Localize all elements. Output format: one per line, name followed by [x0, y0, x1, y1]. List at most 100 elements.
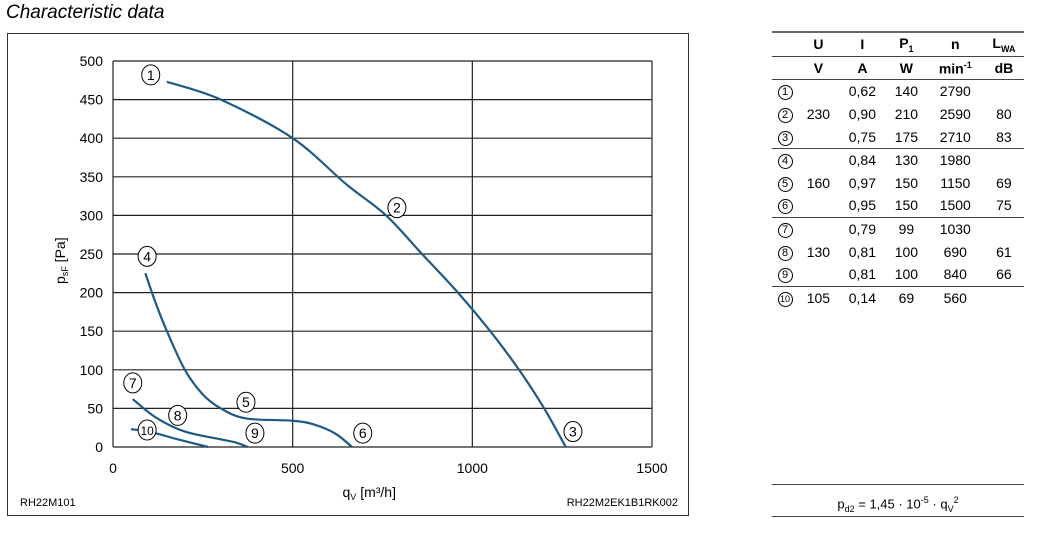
row-number-cell: 1 — [772, 80, 798, 103]
curve-1 — [166, 80, 567, 448]
row-number-marker: 1 — [777, 85, 793, 101]
curve-marker-circle — [168, 404, 188, 426]
curve-marker-label: 9 — [251, 425, 259, 441]
footer-left: RH22M101 — [20, 497, 76, 509]
curve-marker-label: 3 — [569, 424, 577, 440]
sound-level-cell — [983, 285, 1024, 310]
y-tick-label: 200 — [80, 285, 104, 301]
table-row: 2 230 0,90 210 2590 80 — [772, 103, 1024, 126]
row-number-marker: 8 — [777, 245, 793, 261]
header-p1: P1 — [886, 30, 927, 57]
row-number-cell: 6 — [772, 194, 798, 217]
current-cell: 0,97 — [848, 174, 876, 191]
y-tick-label: 500 — [80, 53, 104, 69]
power-cell: 210 — [894, 106, 919, 123]
sound-level-cell: 66 — [996, 266, 1012, 283]
unit-min: min-1 — [926, 56, 984, 81]
table-row: 1 0,62 140 2790 — [772, 80, 1024, 103]
section-title: Characteristic data — [6, 2, 165, 23]
current-cell: 0,14 — [838, 285, 887, 310]
curve-3 — [132, 398, 249, 449]
row-number-cell: 8 — [772, 240, 798, 263]
curve-marker-label: 2 — [393, 200, 401, 216]
curve-marker-label: 4 — [143, 248, 151, 264]
row-number-marker: 6 — [777, 199, 793, 215]
curve-marker-circle — [137, 245, 157, 267]
current-cell: 0,81 — [848, 243, 876, 260]
voltage-cell — [798, 80, 839, 103]
curve-marker-label: 6 — [359, 425, 367, 441]
table-row: 4 0,84 130 1980 — [772, 147, 1024, 172]
sound-level-cell: 83 — [996, 128, 1012, 145]
row-number-cell: 7 — [772, 216, 799, 241]
row-number-cell: 4 — [772, 147, 799, 172]
formula: pd2 = 1,45 · 10-5 · qV2 — [772, 484, 1024, 517]
row-number-marker: 3 — [777, 130, 793, 146]
speed-cell: 690 — [943, 243, 967, 260]
header-n: n — [926, 30, 984, 57]
current-cell: 0,75 — [848, 128, 876, 145]
table-row: 7 0,79 99 1030 — [772, 216, 1024, 241]
curve-marker-circle — [236, 391, 256, 413]
curve-marker-circle — [387, 197, 407, 219]
voltage-cell: 160 — [806, 174, 831, 191]
speed-cell: 1500 — [939, 197, 971, 214]
x-tick-label: 1000 — [457, 460, 488, 476]
row-number-marker: 9 — [777, 268, 793, 284]
current-cell: 0,90 — [848, 106, 876, 123]
sound-level-cell: 61 — [996, 243, 1012, 260]
y-tick-label: 50 — [87, 400, 103, 416]
voltage-cell: 130 — [806, 243, 831, 260]
row-number-marker: 7 — [777, 223, 793, 239]
speed-cell: 2590 — [939, 106, 971, 123]
curve-marker-label: 5 — [242, 394, 250, 410]
curve-marker-circle — [137, 419, 157, 441]
power-cell: 69 — [886, 285, 927, 310]
y-tick-label: 100 — [80, 362, 104, 378]
y-tick-label: 300 — [80, 207, 104, 223]
row-number-cell: 3 — [772, 125, 798, 148]
x-tick-label: 1500 — [636, 460, 667, 476]
speed-cell: 1150 — [940, 174, 971, 191]
curve-marker-label: 1 — [147, 67, 155, 83]
curve-marker-circle — [245, 422, 265, 444]
unit-db: dB — [983, 56, 1024, 81]
sound-level-cell — [983, 216, 1024, 241]
power-cell: 140 — [894, 83, 919, 100]
speed-cell: 2710 — [939, 128, 971, 145]
power-cell: 150 — [894, 197, 919, 214]
current-cell: 0,79 — [838, 216, 887, 241]
table-row: 5 160 0,97 150 1150 69 — [772, 172, 1024, 195]
curve-marker-circle — [563, 421, 583, 443]
x-tick-label: 0 — [109, 460, 117, 476]
characteristic-table: U I P1 n LWA V A W min-1 dB 1 0,62 140 2790… — [772, 30, 1024, 310]
voltage-cell — [798, 194, 839, 217]
table-row: 3 0,75 175 2710 83 — [772, 125, 1024, 148]
voltage-cell — [798, 125, 839, 148]
curve-marker-circle — [353, 422, 373, 444]
row-number-marker: 5 — [777, 176, 793, 192]
x-axis-label: qV [m³/h] — [343, 484, 396, 502]
y-tick-label: 350 — [80, 169, 104, 185]
sound-level-cell — [984, 80, 1024, 103]
power-cell: 100 — [894, 266, 919, 283]
voltage-cell — [798, 147, 839, 172]
voltage-cell: 105 — [798, 285, 839, 310]
power-cell: 150 — [894, 174, 919, 191]
table-row: 10 105 0,14 69 560 — [772, 285, 1024, 310]
row-number-marker: 4 — [777, 154, 793, 170]
sound-level-cell: 80 — [996, 106, 1012, 123]
header-i: I — [838, 30, 887, 57]
sound-level-cell — [983, 147, 1024, 172]
curve-marker-label: 8 — [174, 407, 182, 423]
current-cell: 0,62 — [848, 83, 876, 100]
speed-cell: 840 — [943, 266, 967, 283]
x-tick-label: 500 — [281, 460, 305, 476]
y-tick-label: 450 — [80, 92, 104, 108]
voltage-cell — [798, 263, 839, 286]
row-number-marker: 2 — [777, 108, 793, 124]
unit-a: A — [838, 56, 887, 81]
unit-w: W — [886, 56, 927, 81]
speed-cell: 1030 — [926, 216, 984, 241]
